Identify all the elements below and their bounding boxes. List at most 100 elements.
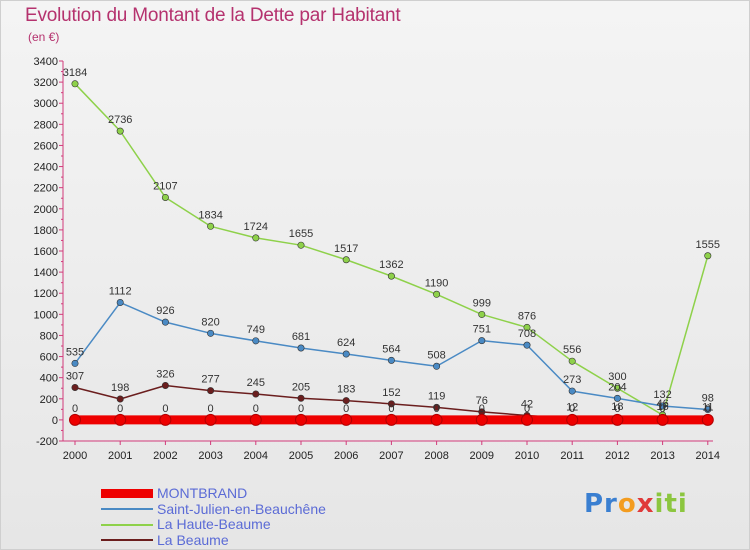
x-tick-label: 2007 (379, 450, 403, 462)
data-label: 119 (428, 390, 446, 402)
data-label: 556 (563, 344, 581, 356)
data-point (252, 390, 260, 398)
data-point (252, 234, 260, 242)
y-tick-label: -200 (36, 436, 58, 448)
data-label: 3184 (63, 67, 87, 79)
y-tick-label: 1800 (34, 225, 58, 237)
data-point (207, 387, 215, 395)
data-point (297, 344, 305, 352)
data-point (659, 402, 667, 410)
data-label: 820 (201, 316, 219, 328)
data-point (433, 290, 441, 298)
legend-item-la-beaume[interactable]: La Beaume (101, 531, 326, 549)
x-tick-label: 2014 (696, 450, 720, 462)
data-label: 0 (388, 403, 394, 415)
proxiti-logo: Proxiti (584, 489, 688, 519)
data-label: 926 (156, 305, 174, 317)
y-tick-label: 2400 (34, 162, 58, 174)
data-label: 564 (382, 343, 400, 355)
legend-label: La Haute-Beaume (157, 516, 271, 533)
x-tick-label: 2012 (605, 450, 629, 462)
y-tick-label: 600 (40, 352, 58, 364)
chart-title: Evolution du Montant de la Dette par Hab… (25, 5, 401, 26)
data-label: 0 (479, 403, 485, 415)
data-point (297, 394, 305, 402)
data-label: 0 (660, 403, 666, 415)
x-tick-label: 2011 (560, 450, 584, 462)
data-point (159, 413, 172, 426)
data-point (656, 413, 669, 426)
data-label: 300 (608, 371, 626, 383)
data-label: 535 (66, 346, 84, 358)
data-label: 0 (162, 403, 168, 415)
legend-item-saint-julien[interactable]: Saint-Julien-en-Beauchêne (101, 501, 326, 518)
series-1 (71, 299, 712, 414)
y-tick-label: 3400 (34, 56, 58, 68)
data-point (387, 356, 395, 364)
x-tick-label: 2013 (650, 450, 674, 462)
data-label: 132 (653, 389, 671, 401)
data-label: 0 (298, 403, 304, 415)
legend-swatch-la-haute-beaume (101, 523, 153, 526)
data-point (387, 400, 395, 408)
data-point (523, 341, 531, 349)
y-tick-label: 1200 (34, 288, 58, 300)
data-label: 1555 (696, 239, 720, 251)
data-point (475, 413, 488, 426)
data-label: 1655 (289, 228, 313, 240)
series-0 (69, 413, 714, 426)
data-point (387, 272, 395, 280)
data-point (568, 357, 576, 365)
y-tick-label: 0 (52, 415, 58, 427)
x-tick-label: 2006 (334, 450, 358, 462)
data-label: 0 (705, 403, 711, 415)
data-label: 326 (156, 368, 174, 380)
data-label: 2736 (108, 114, 132, 126)
legend-label: La Beaume (157, 531, 229, 548)
data-point (613, 384, 621, 392)
data-point (433, 362, 441, 370)
data-label: 76 (476, 395, 488, 407)
data-label: 152 (382, 387, 400, 399)
data-point (161, 318, 169, 326)
data-label: 42 (521, 398, 533, 410)
data-point (252, 337, 260, 345)
data-point (704, 406, 712, 414)
data-point (116, 299, 124, 307)
y-tick-label: 800 (40, 330, 58, 342)
legend-swatch-saint-julien (101, 508, 153, 511)
legend-item-la-haute-beaume[interactable]: La Haute-Beaume (101, 517, 326, 533)
legend-item-montbrand[interactable]: MONTBRAND (101, 486, 326, 502)
data-label: 0 (253, 403, 259, 415)
data-point (297, 241, 305, 249)
y-tick-label: 2600 (34, 140, 58, 152)
x-tick-label: 2001 (108, 450, 132, 462)
x-axis: 2000 2001 2002 2003 2004 2005 2006 2007 2008 2009… (63, 440, 720, 462)
legend-swatch-montbrand (101, 489, 153, 499)
data-label: 0 (72, 403, 78, 415)
data-label: 198 (111, 382, 129, 394)
data-label: 273 (563, 374, 581, 386)
data-point (704, 252, 712, 260)
y-tick-label: 2200 (34, 183, 58, 195)
data-label: 16 (656, 401, 668, 413)
data-point (161, 193, 169, 201)
data-point (116, 395, 124, 403)
data-point (478, 310, 486, 318)
data-point (340, 413, 353, 426)
data-label: 1112 (109, 286, 132, 298)
data-point (207, 222, 215, 230)
data-label: 681 (292, 331, 310, 343)
data-label: 1362 (379, 259, 403, 271)
x-tick-label: 2003 (198, 450, 222, 462)
data-label: 0 (434, 403, 440, 415)
series-line (74, 83, 709, 416)
data-point (342, 397, 350, 405)
data-label: 624 (337, 337, 355, 349)
data-point (430, 413, 443, 426)
data-point (611, 413, 624, 426)
data-label: 751 (473, 324, 491, 336)
data-label: 11 (702, 402, 713, 414)
